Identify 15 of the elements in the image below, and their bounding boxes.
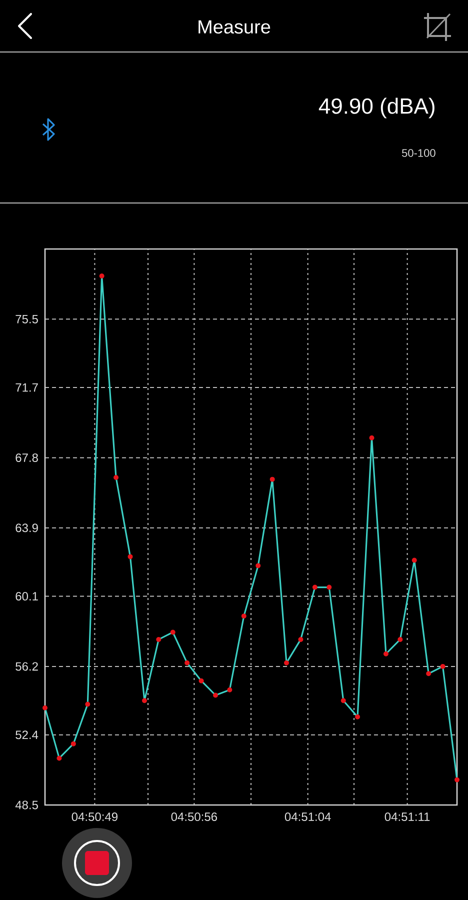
y-tick-label: 67.8 xyxy=(16,453,38,462)
y-tick-label: 56.2 xyxy=(16,662,38,671)
text: 49.90 (dBA) xyxy=(318,98,434,118)
chart-title: Measure xyxy=(198,20,270,34)
y-tick-label: 75.5 xyxy=(16,314,38,324)
x-tick-label: 04:51:11 xyxy=(384,812,430,822)
y-tick-label: 71.7 xyxy=(16,383,38,392)
y-tick-label: 48.5 xyxy=(15,800,38,810)
text: 50-100 xyxy=(402,149,436,157)
y-tick-label: 52.4 xyxy=(16,730,38,740)
y-tick-label: 60.1 xyxy=(16,592,38,601)
y-tick-label: 63.9 xyxy=(16,524,38,532)
x-tick-label: 04:50:49 xyxy=(72,812,118,822)
x-tick-label: 04:50:56 xyxy=(171,812,217,822)
x-tick-label: 04:51:04 xyxy=(284,812,331,822)
